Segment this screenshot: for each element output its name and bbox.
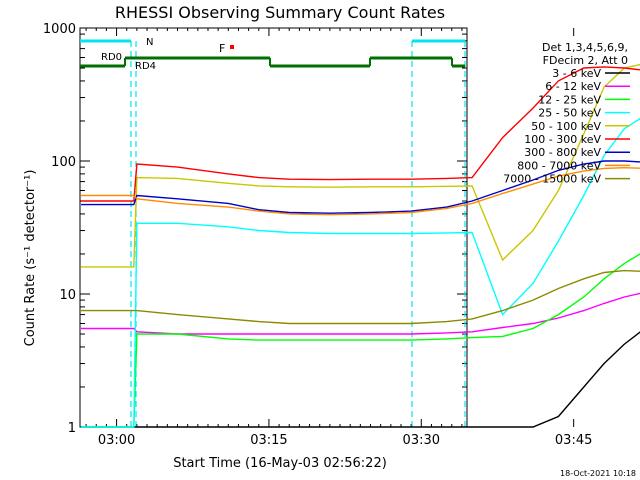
legend-header-line-2: FDecim 2, Att 0: [543, 54, 628, 67]
series-line-2: [81, 253, 640, 428]
y-tick-label: 1000: [43, 22, 76, 37]
series-line-8: [81, 269, 640, 325]
series-line-5: [81, 66, 640, 202]
plot-frame: [79, 27, 468, 428]
y-tick-label: 100: [51, 155, 76, 170]
y-tick-label: 10: [59, 288, 76, 303]
night-label: N: [146, 37, 153, 48]
legend-label: 800 - 7000 keV: [517, 159, 601, 172]
series-line-1: [81, 292, 640, 335]
x-axis-label: Start Time (16-May-03 02:56:22): [173, 456, 387, 471]
legend-label: 100 - 300 keV: [524, 133, 601, 146]
x-tick-label: 03:30: [403, 433, 440, 448]
plot-area: [79, 27, 468, 428]
legend-header-line-1: Det 1,3,4,5,6,9,: [542, 41, 628, 54]
series-lines: [81, 63, 640, 428]
legend-label: 6 - 12 keV: [545, 80, 601, 93]
legend-label: 300 - 800 keV: [524, 146, 601, 159]
rd4-label: RD4: [135, 61, 156, 72]
flare-marker: [230, 45, 234, 49]
legend-label: 50 - 100 keV: [531, 120, 601, 133]
y-axis-label: Count Rate (s⁻¹ detector⁻¹): [23, 170, 38, 347]
footer-date: 18-Oct-2021 10:18: [560, 469, 636, 478]
flare-label: F: [219, 42, 225, 55]
chart-title: RHESSI Observing Summary Count Rates: [115, 3, 445, 22]
x-tick-label: 03:45: [555, 433, 592, 448]
series-line-0: [81, 331, 640, 428]
legend-label: 25 - 50 keV: [538, 107, 601, 120]
series-line-3: [81, 117, 640, 428]
y-tick-label: 1: [68, 421, 76, 436]
legend-label: 3 - 6 keV: [552, 67, 601, 80]
instrument-state-markers: N RD0 RD4 F: [80, 37, 466, 427]
legend-label: 12 - 25 keV: [538, 93, 601, 106]
x-tick-label: 03:15: [250, 433, 287, 448]
y-axis-ticks: 1 10 100 1000: [43, 22, 467, 436]
series-line-7: [81, 166, 640, 216]
series-line-6: [81, 160, 640, 214]
legend-label: 7000 - 15000 keV: [503, 173, 601, 186]
rd0-label: RD0: [101, 52, 122, 63]
x-tick-label: 03:00: [98, 433, 135, 448]
